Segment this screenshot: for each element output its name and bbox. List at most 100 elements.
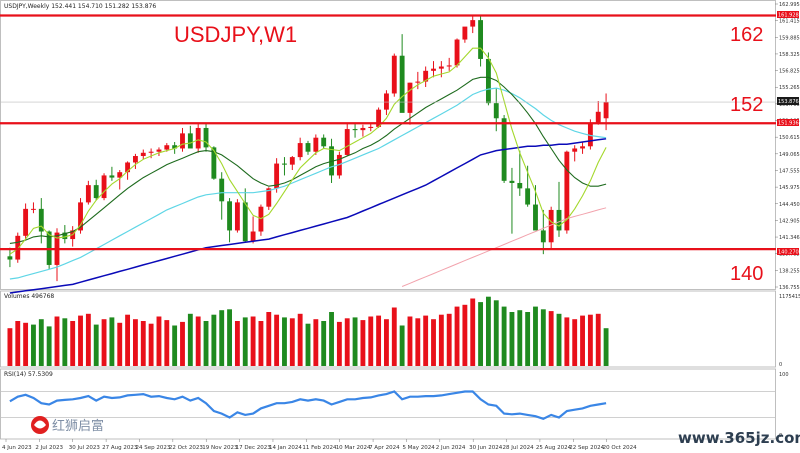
date-label: 4 Jun 2023 [2,445,32,451]
date-label: 22 Sep 2024 [569,445,604,451]
rsi-tick-label: 100 [779,372,789,378]
volume-bar [109,317,115,366]
volume-bar [360,320,366,366]
candle-body [23,208,29,236]
candle-body [85,185,91,203]
volume-bar [38,319,44,366]
candle-body [93,185,99,199]
volume-bar [242,317,248,366]
volume-bar [556,313,562,366]
current-price-value: 153.876 [778,99,799,105]
volume-bar [462,304,468,366]
volume-bar [195,316,201,366]
date-label: 17 Dec 2023 [236,445,272,451]
candle-body [415,81,421,83]
symbol-info: USDJPY,Weekly 152.441 154.710 151.282 15… [4,3,156,10]
candle-body [101,175,107,199]
candle-body [368,126,374,128]
candle-body [31,208,36,210]
volume-bar [282,317,287,366]
volume-bar [15,321,21,366]
volume-bar [101,319,107,366]
date-label: 19 Nov 2023 [202,445,238,451]
volume-bar [407,316,413,366]
volume-bar [587,314,593,366]
candle-body [109,175,115,178]
moving-averages [9,47,607,294]
rsi-indicator: 100 0 [0,372,789,439]
candle-body [172,145,178,149]
volume-bar [344,318,350,366]
volume-bar [548,311,554,366]
tag-152 [777,119,799,126]
volume-bar [423,315,429,366]
volume-bar [580,315,585,366]
volume-bar [391,307,397,366]
date-label: 30 Jul 2023 [69,445,101,451]
volume-bar [603,328,609,366]
volume-bar [517,310,523,366]
candle-body [391,55,397,94]
volume-bar [509,312,515,366]
price-tick-label: 162.995 [779,2,800,8]
chart-title: USDJPY,W1 [174,22,297,47]
ma-10-line [9,47,607,255]
date-label: 10 Mar 2024 [336,445,371,451]
volume-bar [368,316,374,366]
volume-bar [78,315,83,366]
ma-100-line [9,138,607,294]
candle-body [399,55,405,113]
date-label: 30 Jun 2024 [469,445,503,451]
candle-body [462,26,468,40]
date-label: 28 Jul 2024 [503,445,535,451]
candle-body [180,133,185,149]
volume-bar [274,314,280,366]
candle-body [38,208,44,232]
price-tick-label: 141.346 [779,235,800,241]
candle-body [187,133,193,149]
volume-bar [564,317,570,366]
volume-bar [313,319,319,366]
candle-body [274,163,280,189]
volume-bar [156,316,162,366]
candle-body [242,202,248,242]
candle-body [313,137,319,152]
candle-body [438,66,444,69]
volume-bar [572,319,578,366]
candle-body [132,156,138,163]
price-tick-label: 142.905 [779,218,800,224]
volume-bar [140,321,146,366]
volume-bar [454,306,460,366]
volume-bar [321,321,327,366]
candle-body [203,127,209,148]
candle-body [297,143,303,158]
volume-bar [211,314,217,366]
date-label: 11 Feb 2024 [302,445,337,451]
candle-body [533,204,538,231]
candle-body [78,202,83,231]
candle-body [493,103,499,119]
candle-body [556,209,562,231]
volume-bar [399,325,405,366]
lion-mane [34,420,46,429]
price-axis: 162.995 161.415 159.885 158.325 156.825 155.2… [775,2,800,291]
date-label: 27 Aug 2023 [102,445,138,451]
candle-body [305,143,311,152]
volume-bar [305,323,311,366]
brand-logo: 红狮启富 [31,416,104,434]
candle-body [470,20,476,27]
date-label: 7 Apr 2024 [369,445,400,451]
volume-bar [46,326,52,366]
volume-bar [148,323,154,366]
candle-body [234,202,240,231]
volume-bar [234,321,240,366]
candle-body [211,147,217,179]
volume-bar [266,312,272,366]
volume-bar [180,321,185,366]
price-tick-label: 149.065 [779,152,800,158]
candle-body [580,146,585,149]
price-tick-label: 161.415 [779,19,800,25]
rsi-tick-label: 0 [779,433,782,439]
candle-body [140,152,146,157]
candle-body [266,188,272,207]
